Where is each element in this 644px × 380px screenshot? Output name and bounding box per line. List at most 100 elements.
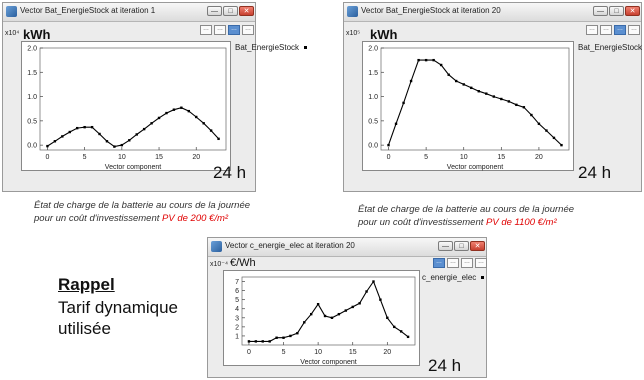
app-icon [6,6,17,17]
y-tick-label: 4 [235,306,239,313]
title-bar: Vector Bat_EnergieStock at iteration 20 … [344,3,641,22]
y-tick-label: 6 [235,288,239,295]
title-bar: Vector Bat_EnergieStock at iteration 1 —… [3,3,255,22]
x-tick-label: 0 [45,154,49,161]
data-point [187,109,190,113]
select-icon[interactable]: … [228,25,240,35]
data-point [128,139,131,142]
data-point [337,312,341,316]
x-tick-label: 15 [349,349,357,356]
select-icon[interactable]: … [614,25,626,35]
title-bar: Vector c_energie_elec at iteration 20 — … [208,238,486,257]
select-icon[interactable]: … [461,258,473,268]
data-point [254,340,258,343]
x-tick-label: 0 [247,349,251,356]
y-tick-label: 2.0 [368,46,378,53]
data-point [261,340,264,343]
y-exponent: x10⁻⁴ [210,261,228,268]
data-point [310,312,313,316]
zoom-icon[interactable]: … [586,25,598,35]
x-tick-label: 15 [155,154,163,161]
data-point [447,73,450,76]
caption-highlight: PV de 200 €/m² [162,213,229,224]
line-chart: 0.0 0.5 1.0 1.5 2.0 0 5 10 15 20 Vector component [27,46,227,171]
y-tick-label: 1.0 [368,94,378,101]
data-point [492,95,495,98]
data-point [372,280,375,283]
app-icon [211,241,222,252]
data-point [351,305,354,309]
x-tick-label: 10 [118,154,126,161]
data-point [282,336,285,339]
y-tick-label: 0.0 [27,143,37,150]
data-point [365,290,368,293]
data-point [323,314,327,318]
minimize-button[interactable]: — [207,6,222,16]
data-point [344,309,347,312]
caption-line-2: pour un coût d'investissement PV de 1100… [358,216,574,229]
data-point [217,137,220,141]
caption-highlight: PV de 1100 €/m² [486,217,557,228]
data-point [83,125,86,129]
maximize-button[interactable]: □ [454,241,469,251]
x-tick-label: 5 [83,154,87,161]
data-point [303,321,306,324]
data-point [399,330,403,333]
series-line [248,280,409,342]
export-icon[interactable]: … [628,25,640,35]
data-point [172,108,176,111]
x-tick-label: 20 [383,349,391,356]
rappel-text: Tarif dynamique utilisée [58,297,178,339]
zoom-icon[interactable]: … [200,25,212,35]
y-tick-label: 1.0 [27,94,37,101]
chart-window-2: Vector Bat_EnergieStock at iteration 20 … [343,2,642,192]
data-point [105,140,109,143]
data-point [289,334,292,338]
pan-icon[interactable]: … [447,258,459,268]
axes-frame [380,47,570,151]
data-point [393,325,396,329]
y-tick-label: 5 [235,297,239,304]
duration-label: 24 h [213,163,247,182]
data-point [53,140,57,143]
data-point [316,303,320,306]
pan-icon[interactable]: … [214,25,226,35]
data-point [432,58,435,62]
minimize-button[interactable]: — [593,6,608,16]
x-tick-label: 20 [192,154,200,161]
y-exponent: x10⁵ [346,30,361,37]
caption-line-1: État de charge de la batterie au cours d… [34,200,251,211]
pan-icon[interactable]: … [600,25,612,35]
legend: c_energie_elec [422,273,485,282]
minimize-button[interactable]: — [438,241,453,251]
axes-frame [241,276,416,346]
data-point [424,58,428,62]
data-point [522,106,526,109]
chart-window-3: Vector c_energie_elec at iteration 20 — … [207,237,487,378]
window-title: Vector c_energie_elec at iteration 20 [225,241,355,250]
data-point [477,90,480,93]
close-button[interactable]: ✕ [470,241,485,251]
maximize-button[interactable]: □ [223,6,238,16]
close-button[interactable]: ✕ [625,6,640,16]
line-chart: 0.0 0.5 1.0 1.5 2.0 0 5 10 15 20 Vector component [368,46,570,171]
export-icon[interactable]: … [242,25,254,35]
y-tick-label: 1.5 [368,70,378,77]
app-icon [347,6,358,17]
zoom-icon[interactable]: … [433,258,445,268]
x-tick-label: 10 [314,349,322,356]
data-point [275,336,278,339]
data-point [455,79,458,83]
data-point [135,133,138,136]
data-point [485,92,488,95]
data-point [195,115,198,119]
legend-marker [304,46,308,50]
plot-area: 1 2 3 4 5 6 7 0 5 10 15 20 Vector component [223,270,420,366]
close-button[interactable]: ✕ [239,6,254,16]
legend-label: Bat_EnergieStock [578,43,643,52]
maximize-button[interactable]: □ [609,6,624,16]
export-icon[interactable]: … [475,258,487,268]
rappel-title: Rappel [58,275,115,294]
data-point [515,103,518,107]
caption-prefix: pour un coût d'investissement [358,217,487,228]
